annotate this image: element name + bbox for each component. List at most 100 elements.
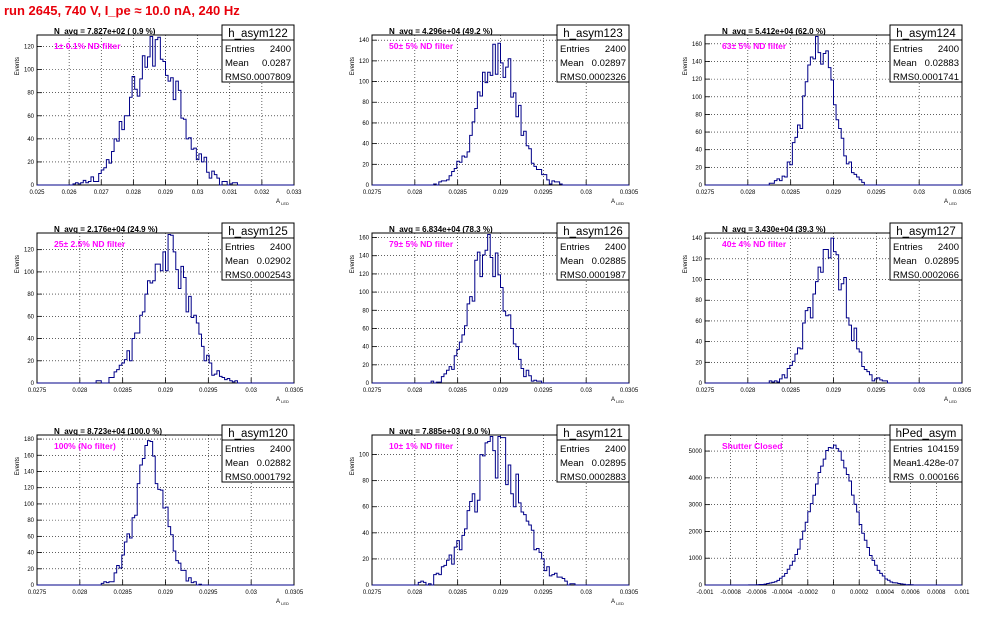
y-tick-label: 120 [359, 59, 370, 65]
y-tick-label: 0 [366, 183, 370, 189]
stats-value-mean: -1.428e-07 [913, 458, 959, 469]
stats-box [889, 222, 963, 281]
x-tick-label: 0.0275 [28, 590, 47, 596]
y-tick-label: 0 [31, 183, 35, 189]
x-tick-label: 0.0305 [285, 590, 304, 596]
x-tick-label: 0.029 [158, 590, 174, 596]
x-tick-label: 0.0295 [534, 590, 553, 596]
panel-h_asym120: 0.0275 0.028 0.0285 0.029 0.0295 0.03 0.0305 0 2… [15, 424, 304, 606]
y-tick-label: 120 [24, 486, 35, 492]
filter-label: 40± 4% ND filter [722, 239, 787, 249]
x-tick-label: 0.028 [407, 388, 423, 394]
y-tick-label: 80 [27, 518, 34, 524]
x-tick-label: 0.0285 [448, 190, 467, 196]
y-axis-title: Events [683, 255, 689, 273]
y-tick-label: 20 [27, 160, 34, 166]
stats-label-entries: Entries [893, 444, 923, 455]
stats-label-entries: Entries [560, 44, 590, 55]
x-tick-label: 0.028 [740, 190, 756, 196]
x-tick-label: 0.0285 [113, 590, 132, 596]
x-tick-label: 0.0275 [363, 190, 382, 196]
x-tick-label: 0.0295 [534, 388, 553, 394]
histogram-line [705, 444, 962, 586]
stats-value-rms: 0.0002326 [581, 72, 626, 83]
y-tick-label: 20 [695, 165, 702, 171]
x-tick-label: 0.0305 [620, 190, 639, 196]
histogram-line [705, 36, 962, 186]
x-tick-label: 0.03 [245, 590, 257, 596]
y-tick-label: 0 [366, 381, 370, 387]
x-tick-label: 0.029 [493, 590, 509, 596]
y-axis-title: Events [15, 457, 21, 475]
y-axis-title: Events [350, 457, 356, 475]
x-tick-label: 0.03 [913, 388, 925, 394]
stats-value-rms: 0.000166 [919, 472, 959, 483]
panel-h_asym126: 0.0275 0.028 0.0285 0.029 0.0295 0.03 0.0305 0 2… [350, 222, 639, 404]
x-tick-label: 0.0275 [363, 388, 382, 394]
y-tick-label: 0 [366, 583, 370, 589]
stats-value-mean: 0.02897 [592, 58, 626, 69]
x-tick-label: 0.0285 [781, 190, 800, 196]
y-tick-label: 100 [692, 278, 703, 284]
y-tick-label: 120 [24, 248, 35, 254]
stats-value-rms: 0.0001741 [914, 72, 959, 83]
x-tick-label: 0.028 [407, 590, 423, 596]
panel-h_asym123: 0.0275 0.028 0.0285 0.029 0.0295 0.03 0.0305 0 2… [350, 24, 639, 206]
stats-label-mean: Mean [225, 458, 249, 469]
y-tick-label: 60 [27, 114, 34, 120]
y-tick-label: 40 [695, 340, 702, 346]
y-tick-label: 100 [24, 68, 35, 74]
filter-label: 1± 0.1% ND filter [54, 41, 121, 51]
y-axis-title: Events [15, 57, 21, 75]
stats-label-rms: RMS [893, 72, 914, 83]
stats-label-entries: Entries [225, 242, 255, 253]
y-tick-label: 140 [24, 469, 35, 475]
y-tick-label: 120 [359, 272, 370, 278]
stats-label-rms: RMS [893, 270, 914, 281]
y-tick-label: 120 [692, 77, 703, 83]
stats-title: h_asym120 [228, 428, 287, 440]
x-tick-label: 0.0275 [28, 388, 47, 394]
panel-hPed_asym: -0.001 -0.0008 -0.0006 -0.0004 -0.0002 0 0.000… [689, 424, 970, 596]
histogram-line [37, 36, 294, 186]
filter-label: 10± 1% ND filter [389, 441, 454, 451]
histogram-line [372, 234, 629, 384]
y-tick-label: 60 [362, 121, 369, 127]
y-tick-label: 0 [31, 583, 35, 589]
y-tick-label: 40 [362, 345, 369, 351]
x-tick-label: 0.0008 [927, 590, 946, 596]
x-tick-label: 0.0305 [620, 590, 639, 596]
x-tick-label: 0.032 [254, 190, 270, 196]
x-tick-label: 0.0275 [696, 190, 715, 196]
y-tick-label: 20 [362, 557, 369, 563]
stats-label-rms: RMS [225, 72, 246, 83]
y-tick-label: 120 [24, 45, 35, 51]
x-tick-label: 0.029 [158, 388, 174, 394]
stats-box [221, 424, 295, 483]
x-tick-label: 0.029 [158, 190, 174, 196]
filter-label: 50± 5% ND filter [389, 41, 454, 51]
y-tick-label: 60 [27, 314, 34, 320]
stats-box [889, 424, 963, 483]
stats-value-entries: 2400 [938, 44, 959, 55]
stats-box [221, 222, 295, 281]
stats-label-rms: RMS [225, 472, 246, 483]
x-tick-label: 0.0305 [953, 190, 972, 196]
x-tick-label: 0.03 [245, 388, 257, 394]
y-tick-label: 60 [695, 319, 702, 325]
y-axis-title: Events [683, 57, 689, 75]
x-axis-title: A LED [944, 199, 957, 206]
stats-box [556, 222, 630, 281]
y-axis-title: Events [350, 255, 356, 273]
x-axis-title: A LED [611, 397, 624, 404]
stats-label-mean: Mean [225, 58, 249, 69]
y-tick-label: 0 [699, 381, 703, 387]
x-tick-label: 0.031 [222, 190, 238, 196]
x-tick-label: 0.029 [493, 190, 509, 196]
panel-h_asym121: 0.0275 0.028 0.0285 0.029 0.0295 0.03 0.0305 0 2… [350, 424, 639, 606]
y-tick-label: 140 [359, 38, 370, 44]
x-tick-label: 0.0285 [448, 590, 467, 596]
y-tick-label: 20 [27, 359, 34, 365]
y-axis-title: Events [350, 57, 356, 75]
x-tick-label: 0.0295 [534, 190, 553, 196]
